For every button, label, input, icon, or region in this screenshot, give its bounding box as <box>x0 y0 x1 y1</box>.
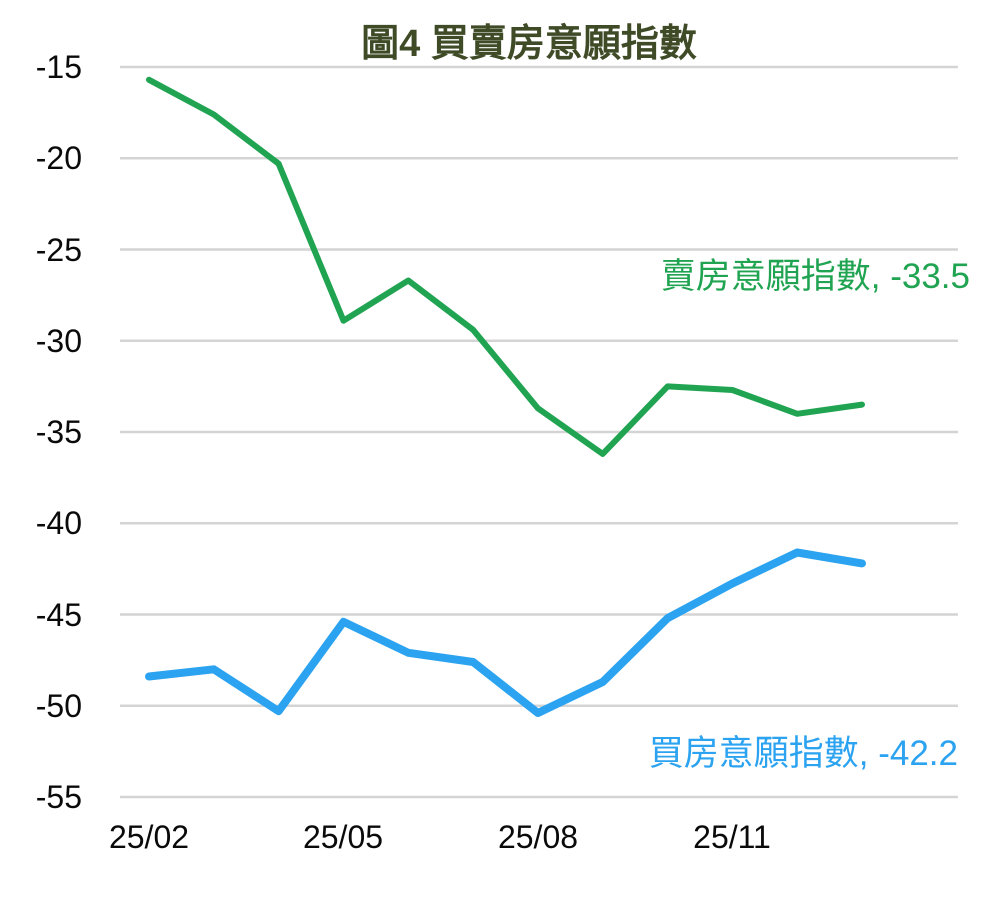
series-line-buy <box>145 548 866 717</box>
y-axis-tick-label: -40 <box>35 505 82 541</box>
series-lines <box>145 76 866 717</box>
y-axis-tick-label: -20 <box>35 140 82 176</box>
x-axis-tick-label: 25/08 <box>497 819 579 855</box>
x-axis-tick-label: 25/02 <box>108 819 190 855</box>
y-axis-tick-label: -15 <box>35 49 82 85</box>
y-axis-tick-label: -35 <box>35 414 82 450</box>
y-axis-tick-label: -25 <box>35 232 82 268</box>
y-axis-tick-label: -45 <box>35 597 82 633</box>
series-label-buy-index: 買房意願指數, -42.2 <box>648 734 958 773</box>
y-axis-tick-label: -30 <box>35 323 82 359</box>
x-axis-tick-label: 25/11 <box>693 819 771 855</box>
gridlines <box>120 65 958 799</box>
x-axis-tick-label: 25/05 <box>302 819 384 855</box>
y-axis-tick-label: -55 <box>35 779 82 815</box>
series-label-sell-index: 賣房意願指數, -33.5 <box>660 257 970 296</box>
chart-title: 圖4 買賣房意願指數 <box>361 23 697 65</box>
series-line-sell <box>146 76 865 457</box>
y-axis-tick-label: -50 <box>35 688 82 724</box>
